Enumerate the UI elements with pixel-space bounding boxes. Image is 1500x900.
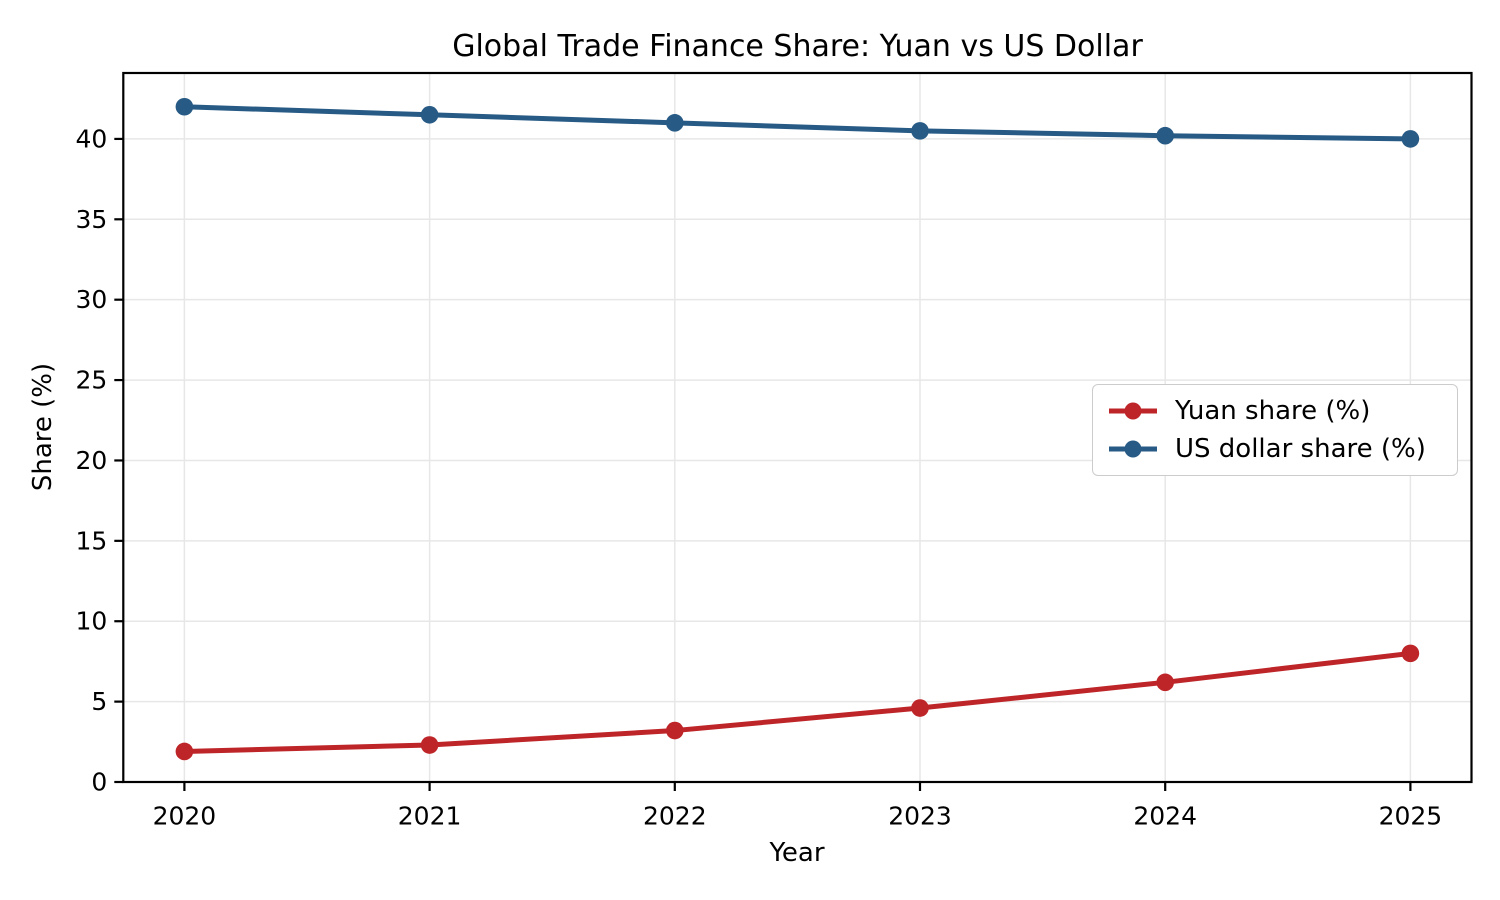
x-tick-label: 2021: [398, 802, 462, 831]
yuan-share-point: [1156, 673, 1174, 692]
us-dollar-share-point: [420, 106, 439, 124]
us-dollar-share-point: [911, 122, 929, 140]
x-tick-label: 2020: [153, 802, 217, 831]
plot-border: [122, 71, 1473, 784]
y-tick-label: 20: [75, 446, 107, 475]
yuan-share-point: [666, 721, 684, 740]
legend: Yuan share (%) US dollar share (%): [1092, 384, 1458, 476]
y-tick-label: 15: [75, 526, 107, 555]
y-tick-label: 35: [75, 205, 107, 234]
yuan-line-marker-icon: [1109, 402, 1157, 420]
us-dollar-share-point: [175, 97, 194, 116]
x-tick-label: 2023: [888, 802, 952, 831]
legend-label-usd: US dollar share (%): [1175, 434, 1426, 464]
legend-label-yuan: Yuan share (%): [1175, 396, 1371, 426]
yuan-share-point: [911, 699, 929, 717]
x-tick-label: 2025: [1379, 802, 1443, 831]
yuan-share-point: [1401, 644, 1420, 663]
yuan-share-point: [420, 736, 439, 754]
us-dollar-share-line: [181, 104, 1413, 142]
x-tick-label: 2024: [1133, 802, 1197, 831]
y-tick-label: 25: [75, 366, 107, 395]
us-dollar-share-point: [1401, 130, 1420, 148]
x-tick-label: 2022: [643, 802, 707, 831]
legend-entry-yuan: Yuan share (%): [1107, 396, 1443, 426]
y-axis-label: Share (%): [28, 362, 58, 492]
yuan-share-point: [175, 742, 194, 761]
y-tick-label: 5: [91, 687, 107, 716]
y-tick-label: 30: [75, 285, 107, 314]
y-tick-label: 40: [75, 124, 107, 153]
y-tick-label: 0: [91, 768, 107, 797]
legend-entry-usd: US dollar share (%): [1107, 434, 1443, 464]
chart-title: Global Trade Finance Share: Yuan vs US D…: [452, 29, 1143, 64]
y-tick-label: 10: [75, 607, 107, 636]
yuan-share-line: [181, 650, 1413, 754]
usd-line-marker-icon: [1109, 440, 1157, 458]
x-axis-label: Year: [769, 838, 825, 868]
us-dollar-share-point: [1156, 126, 1174, 145]
us-dollar-share-point: [666, 114, 684, 132]
